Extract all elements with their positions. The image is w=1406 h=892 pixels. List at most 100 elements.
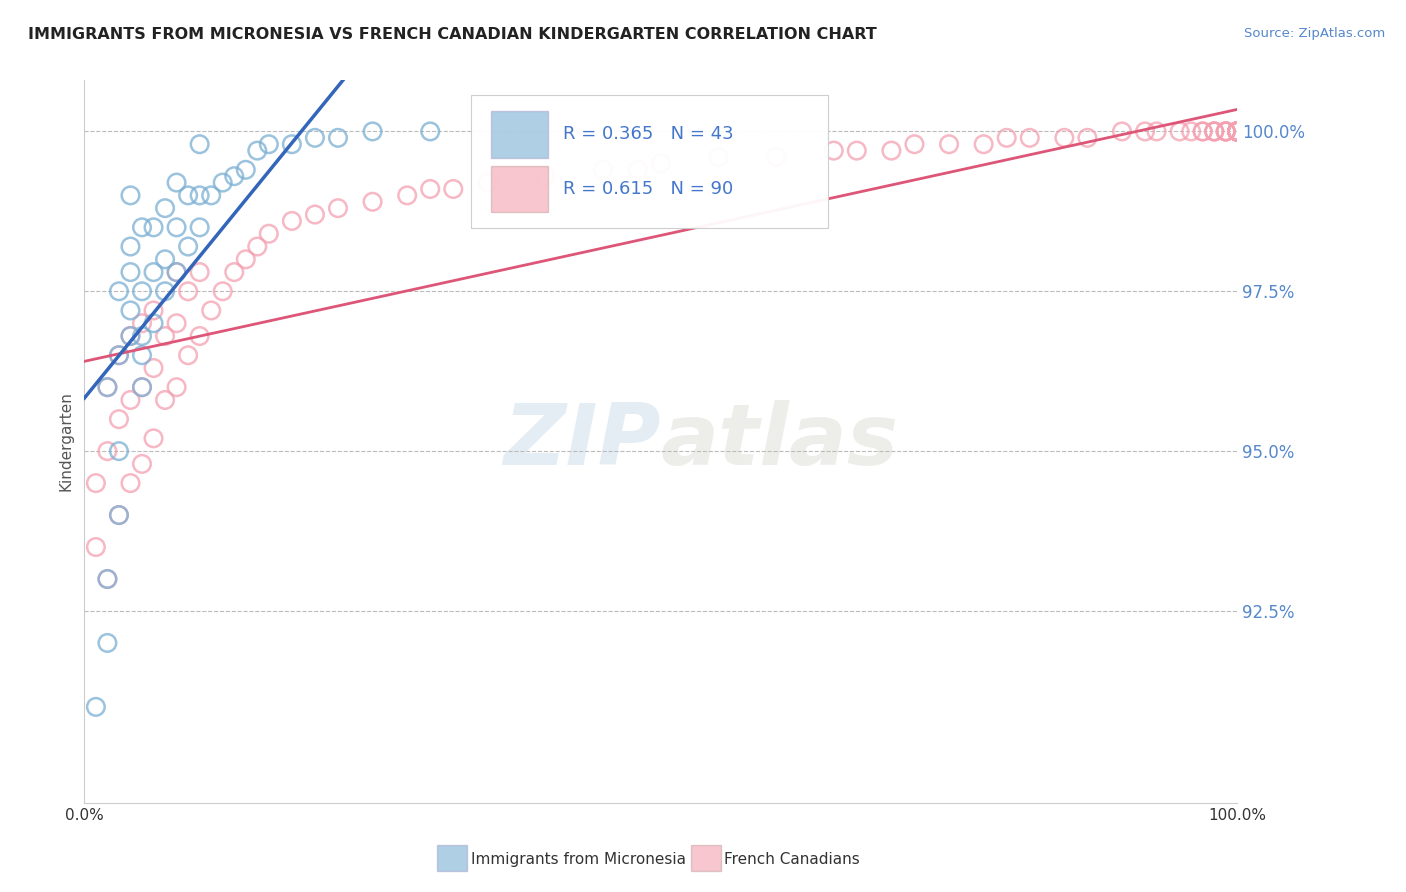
Text: R = 0.365   N = 43: R = 0.365 N = 43 (562, 126, 734, 144)
Text: R = 0.615   N = 90: R = 0.615 N = 90 (562, 179, 733, 198)
Point (1226, 124, 1249, 138)
Point (1226, 124, 1249, 138)
Point (177, 285, 200, 299)
Point (224, 169, 246, 184)
Point (120, 476, 142, 491)
Point (96, 572, 118, 586)
Point (96, 636, 118, 650)
Point (1226, 124, 1249, 138)
Point (120, 392, 142, 407)
Point (419, 182, 441, 196)
Point (1215, 124, 1237, 138)
FancyBboxPatch shape (471, 95, 828, 228)
Point (1226, 124, 1249, 138)
Point (153, 329, 176, 343)
Point (142, 361, 165, 376)
Point (142, 431, 165, 445)
Point (627, 162, 650, 177)
Point (84, 540, 107, 554)
Point (419, 124, 441, 138)
Point (131, 316, 153, 330)
Point (142, 303, 165, 318)
Point (1018, 131, 1040, 145)
Text: ZIP: ZIP (503, 400, 661, 483)
Point (477, 176, 499, 190)
Point (1226, 124, 1249, 138)
Point (995, 131, 1018, 145)
Point (1226, 124, 1249, 138)
FancyBboxPatch shape (437, 846, 467, 871)
Point (188, 137, 211, 152)
Point (1226, 124, 1249, 138)
Point (1226, 124, 1249, 138)
Point (131, 329, 153, 343)
Point (108, 412, 131, 426)
Text: atlas: atlas (661, 400, 898, 483)
Point (177, 348, 200, 362)
Point (1053, 131, 1076, 145)
Point (361, 194, 384, 209)
Point (108, 508, 131, 522)
Point (120, 188, 142, 202)
Point (304, 131, 326, 145)
Point (1215, 124, 1237, 138)
Point (96, 444, 118, 458)
Point (361, 124, 384, 138)
Text: Source: ZipAtlas.com: Source: ZipAtlas.com (1244, 27, 1385, 40)
Point (823, 144, 845, 158)
Point (1226, 124, 1249, 138)
Point (1133, 124, 1156, 138)
Point (200, 188, 222, 202)
Point (880, 144, 903, 158)
Point (1191, 124, 1213, 138)
Point (177, 239, 200, 253)
Point (153, 252, 176, 267)
Point (326, 131, 349, 145)
Point (326, 201, 349, 215)
Point (1204, 124, 1226, 138)
Point (211, 176, 233, 190)
Point (765, 150, 787, 164)
Point (1146, 124, 1168, 138)
Point (188, 329, 211, 343)
Point (1111, 124, 1133, 138)
Point (1226, 124, 1249, 138)
Point (131, 380, 153, 394)
Point (211, 285, 233, 299)
Point (131, 457, 153, 471)
Point (188, 265, 211, 279)
Point (188, 188, 211, 202)
Point (84, 476, 107, 491)
Point (973, 137, 995, 152)
Point (166, 265, 188, 279)
Point (1226, 124, 1249, 138)
Point (108, 508, 131, 522)
Point (1226, 124, 1249, 138)
Point (120, 265, 142, 279)
Point (592, 162, 614, 177)
Point (845, 144, 868, 158)
Point (153, 392, 176, 407)
Point (281, 214, 304, 228)
Point (1226, 124, 1249, 138)
Point (84, 699, 107, 714)
Point (1226, 124, 1249, 138)
Point (96, 572, 118, 586)
Point (153, 201, 176, 215)
Point (131, 380, 153, 394)
Text: Immigrants from Micronesia: Immigrants from Micronesia (471, 852, 686, 867)
Point (96, 380, 118, 394)
Point (166, 380, 188, 394)
Point (166, 316, 188, 330)
Point (1204, 124, 1226, 138)
FancyBboxPatch shape (690, 846, 721, 871)
Point (153, 285, 176, 299)
Point (1215, 124, 1237, 138)
Point (707, 150, 730, 164)
Point (108, 348, 131, 362)
Point (441, 182, 464, 196)
Point (1168, 124, 1191, 138)
Text: IMMIGRANTS FROM MICRONESIA VS FRENCH CANADIAN KINDERGARTEN CORRELATION CHART: IMMIGRANTS FROM MICRONESIA VS FRENCH CAN… (28, 27, 877, 42)
Point (1076, 131, 1098, 145)
Point (903, 137, 925, 152)
